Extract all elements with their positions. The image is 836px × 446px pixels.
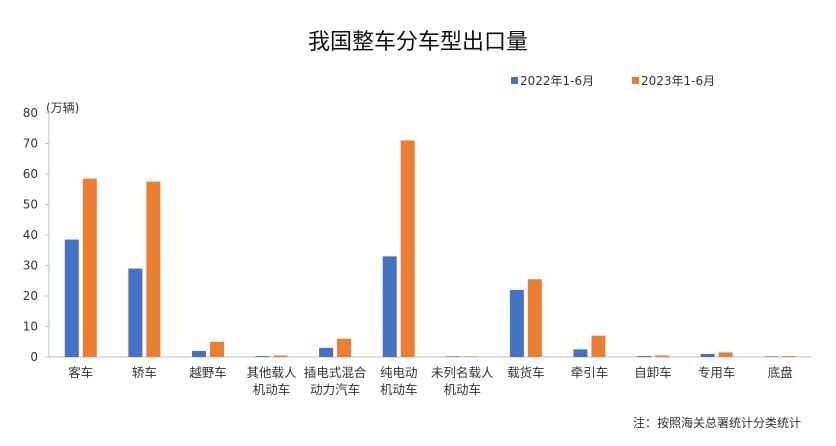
y-tick-label: 0 — [30, 350, 38, 364]
bar-series-1 — [128, 268, 143, 357]
y-tick-label: 20 — [23, 289, 38, 303]
x-category-label: 未列名载人机动车 — [431, 365, 494, 397]
bar-series-2 — [655, 355, 670, 357]
x-category-label-line: 纯电动 — [380, 365, 418, 380]
legend-label: 2022年1-6月 — [520, 74, 594, 88]
bar-series-1 — [191, 350, 206, 357]
x-category-label: 客车 — [68, 365, 93, 380]
bar-series-1 — [255, 356, 270, 357]
x-category-label: 越野车 — [189, 365, 227, 380]
bar-series-2 — [82, 178, 97, 357]
y-tick-label: 40 — [23, 228, 38, 242]
bar-series-1 — [382, 256, 397, 357]
bar-series-2 — [400, 140, 415, 357]
chart-note: 注：按照海关总署统计分类统计 — [633, 415, 801, 430]
x-category-label-line: 自卸车 — [634, 365, 672, 380]
bar-series-1 — [509, 289, 524, 357]
x-category-label: 插电式混合动力汽车 — [304, 365, 367, 397]
bar-series-1 — [446, 356, 461, 357]
bar-series-1 — [637, 356, 652, 357]
x-category-label-line: 越野车 — [189, 365, 227, 380]
bar-series-1 — [764, 356, 779, 357]
y-tick-label: 70 — [23, 137, 38, 151]
x-category-label-line: 插电式混合 — [304, 365, 367, 380]
y-tick-label: 30 — [23, 259, 38, 273]
x-category-label: 自卸车 — [634, 365, 672, 380]
axes: 0 10 20 30 40 50 60 70 80 — [23, 106, 812, 364]
bar-series-2 — [209, 341, 224, 357]
bar-series-2 — [591, 335, 606, 357]
bar-series-1 — [319, 347, 334, 357]
x-category-label: 纯电动机动车 — [380, 365, 418, 397]
legend: 2022年1-6月 2023年1-6月 — [511, 74, 715, 88]
x-category-label-line: 专用车 — [698, 365, 736, 380]
bar-series-2 — [782, 356, 797, 357]
bar-series-2 — [146, 181, 161, 357]
bar-series-2 — [273, 355, 288, 357]
x-category-label-line: 机动车 — [253, 382, 291, 397]
x-category-label-line: 机动车 — [380, 382, 418, 397]
x-category-label: 牵引车 — [571, 365, 609, 380]
x-category-label-line: 未列名载人 — [431, 365, 494, 380]
x-category-label: 轿车 — [132, 365, 157, 380]
x-category-label-line: 牵引车 — [571, 365, 609, 380]
bar-series-2 — [527, 279, 542, 357]
bars — [64, 140, 797, 357]
x-category-label-line: 机动车 — [444, 382, 482, 397]
bar-series-1 — [700, 353, 715, 357]
y-tick-label: 60 — [23, 167, 38, 181]
bar-series-1 — [573, 349, 588, 357]
chart-title: 我国整车分车型出口量 — [308, 30, 528, 55]
y-axis-unit-label: (万辆) — [46, 101, 79, 115]
x-category-label-line: 轿车 — [132, 365, 157, 380]
bar-series-2 — [337, 338, 352, 357]
x-category-label: 其他载人机动车 — [247, 365, 298, 397]
x-category-label: 底盘 — [768, 365, 793, 380]
category-labels: 客车 轿车 越野车 其他载人机动车插电式混合动力汽车纯电动机动车未列名载人机动车载货车… — [68, 365, 792, 397]
x-category-label-line: 其他载人 — [247, 365, 298, 380]
y-tick-label: 10 — [23, 320, 38, 334]
x-category-label-line: 客车 — [68, 365, 93, 380]
y-tick-label: 80 — [23, 106, 38, 120]
legend-swatch — [632, 77, 639, 84]
legend-label: 2023年1-6月 — [641, 74, 715, 88]
x-category-label-line: 载货车 — [507, 365, 545, 380]
bar-series-2 — [718, 352, 733, 357]
x-category-label-line: 动力汽车 — [310, 382, 360, 397]
bar-series-1 — [64, 239, 79, 357]
x-category-label: 载货车 — [507, 365, 545, 380]
x-category-label: 专用车 — [698, 365, 736, 380]
legend-swatch — [511, 77, 518, 84]
y-tick-label: 50 — [23, 198, 38, 212]
bar-series-2 — [464, 356, 479, 357]
x-category-label-line: 底盘 — [768, 365, 793, 380]
